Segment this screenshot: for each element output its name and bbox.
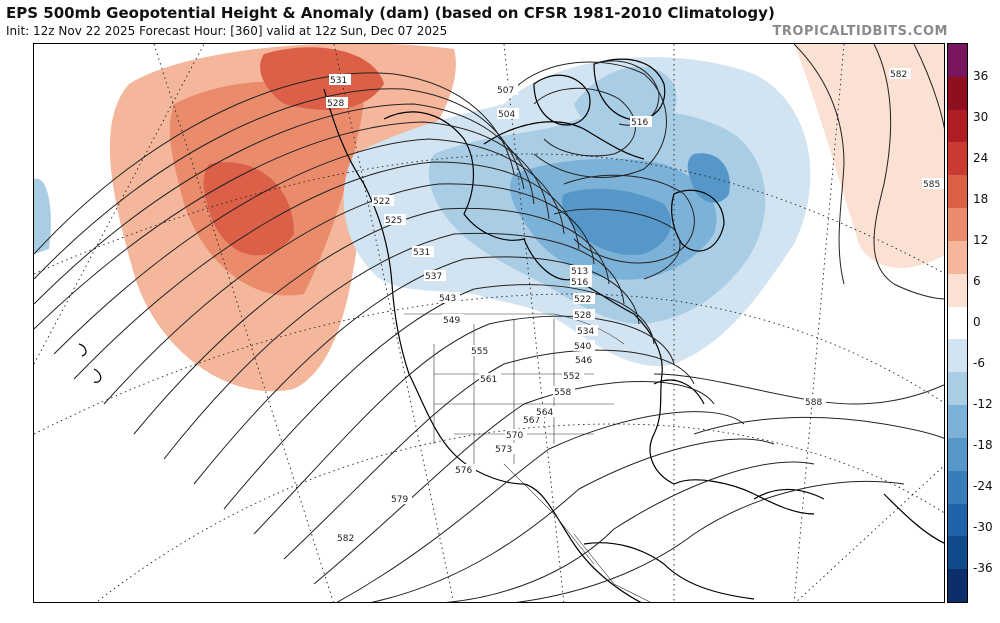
contour-label: 531 [330, 76, 347, 86]
contour-label: 525 [385, 216, 402, 226]
colorbar-segment [948, 44, 967, 78]
colorbar-tick-label: -12 [973, 397, 993, 412]
lat-lon-gridlines [34, 44, 944, 602]
colorbar-segment [948, 569, 967, 603]
contour-label: 522 [373, 197, 390, 207]
contour-label: 558 [554, 388, 571, 398]
colorbar-segment [948, 175, 967, 209]
contour-label: 585 [923, 180, 940, 190]
contour-label: 561 [480, 375, 497, 385]
colorbar-tick-label: -24 [973, 479, 993, 494]
colorbar-segment [948, 273, 967, 308]
chart-title: EPS 500mb Geopotential Height & Anomaly … [6, 4, 775, 22]
contour-label: 582 [337, 534, 354, 544]
colorbar-tick-label: 0 [973, 315, 981, 329]
colorbar-tick-label: 18 [973, 191, 989, 206]
contour-label: 522 [574, 295, 591, 305]
contour-label: 507 [497, 86, 514, 96]
chart-subtitle: Init: 12z Nov 22 2025 Forecast Hour: [36… [6, 24, 448, 38]
colorbar-segment [948, 372, 967, 406]
colorbar-segment [948, 208, 967, 242]
contour-label: 567 [523, 416, 540, 426]
contour-label: 504 [498, 110, 515, 120]
contour-label: 543 [439, 294, 456, 304]
brand-watermark: TROPICALTIDBITS.COM [772, 24, 948, 39]
contour-label: 516 [631, 118, 648, 128]
contour-label: 531 [413, 248, 430, 258]
anomaly-colorbar [947, 43, 968, 603]
colorbar-tick-label: 6 [973, 273, 981, 288]
coastlines [78, 58, 944, 602]
contour-label: 555 [471, 347, 488, 357]
colorbar-segment [948, 109, 967, 143]
contour-label: 579 [391, 495, 408, 505]
colorbar-tick-label: -6 [973, 356, 985, 371]
colorbar-segment [948, 240, 967, 275]
contour-labels: 507 504 516 531 528 522 525 531 537 543 … [326, 68, 944, 544]
colorbar-tick-label: -30 [973, 520, 993, 535]
contour-label: 582 [890, 70, 907, 80]
colorbar-tick-label: 30 [973, 109, 989, 124]
colorbar-tick-label: 24 [973, 150, 989, 165]
contour-label: 570 [506, 431, 523, 441]
colorbar-tick-label: -36 [973, 561, 993, 576]
contour-label: 546 [575, 356, 592, 366]
colorbar-segment [948, 405, 967, 439]
contour-label: 576 [455, 466, 472, 476]
colorbar-segment [948, 142, 967, 176]
colorbar-segment [948, 339, 967, 373]
contour-label: 573 [495, 445, 512, 455]
height-contours [34, 44, 944, 602]
contour-label: 537 [425, 272, 442, 282]
colorbar-segment [948, 437, 967, 472]
positive-anomaly-shading [109, 44, 944, 392]
colorbar-segment [948, 306, 967, 340]
contour-label: 528 [574, 311, 591, 321]
contour-label: 516 [571, 278, 588, 288]
contour-label: 540 [574, 342, 591, 352]
contour-label: 564 [536, 408, 553, 418]
contour-label: 588 [805, 398, 822, 408]
contour-label: 534 [577, 327, 594, 337]
colorbar-segment [948, 470, 967, 505]
colorbar-tick-label: 12 [973, 232, 989, 247]
colorbar-tick-label: 36 [973, 68, 989, 83]
colorbar-segment [948, 536, 967, 570]
contour-label: 549 [443, 316, 460, 326]
forecast-map: 507 504 516 531 528 522 525 531 537 543 … [33, 43, 945, 603]
colorbar-segment [948, 503, 967, 537]
contour-label: 528 [327, 99, 344, 109]
contour-label: 513 [571, 267, 588, 277]
colorbar-tick-label: -18 [973, 438, 993, 453]
contour-label: 552 [563, 372, 580, 382]
colorbar-segment [948, 76, 967, 111]
